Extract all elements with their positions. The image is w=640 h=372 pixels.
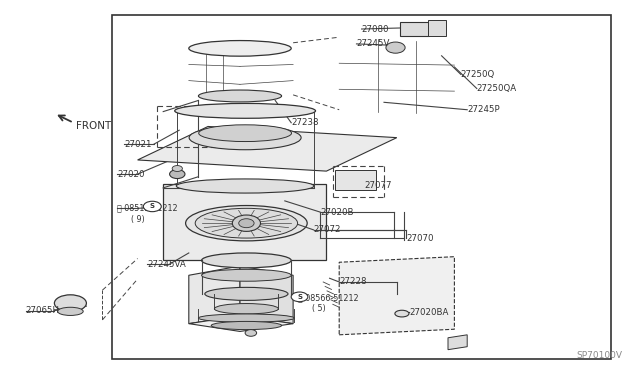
Text: 27077: 27077: [365, 181, 392, 190]
Text: 27021: 27021: [124, 140, 152, 149]
Circle shape: [172, 166, 182, 171]
FancyBboxPatch shape: [400, 22, 429, 36]
Bar: [112, 15, 611, 359]
Text: ( 5): ( 5): [312, 304, 325, 313]
Polygon shape: [138, 126, 397, 171]
Text: 27020B: 27020B: [320, 208, 353, 217]
Ellipse shape: [175, 103, 316, 118]
Ellipse shape: [58, 307, 83, 315]
Text: 27228: 27228: [339, 278, 367, 286]
Ellipse shape: [198, 314, 294, 322]
Circle shape: [143, 201, 161, 212]
Circle shape: [245, 330, 257, 336]
Ellipse shape: [202, 269, 291, 281]
Text: 27065H: 27065H: [26, 306, 60, 315]
Ellipse shape: [198, 125, 292, 142]
Ellipse shape: [189, 125, 301, 150]
Polygon shape: [189, 316, 293, 331]
Text: 27070: 27070: [406, 234, 434, 243]
Text: 27238: 27238: [291, 118, 319, 127]
Ellipse shape: [205, 287, 288, 301]
Circle shape: [291, 292, 308, 302]
Text: ( 9): ( 9): [131, 215, 145, 224]
Polygon shape: [448, 335, 467, 350]
Polygon shape: [240, 266, 293, 324]
Ellipse shape: [176, 179, 314, 193]
Polygon shape: [163, 184, 326, 260]
Circle shape: [239, 219, 254, 228]
Text: S: S: [297, 294, 302, 300]
Text: FRONT: FRONT: [76, 122, 111, 131]
Ellipse shape: [395, 310, 409, 317]
Text: 27020BA: 27020BA: [410, 308, 449, 317]
Text: 27072: 27072: [314, 225, 341, 234]
Ellipse shape: [186, 205, 307, 241]
Text: 27245P: 27245P: [467, 105, 500, 114]
Ellipse shape: [189, 41, 291, 56]
Text: 27020: 27020: [117, 170, 145, 179]
Ellipse shape: [198, 90, 282, 102]
Text: 27245V: 27245V: [356, 39, 390, 48]
Circle shape: [386, 42, 405, 53]
Circle shape: [232, 215, 260, 231]
Polygon shape: [339, 257, 454, 335]
Text: 27080: 27080: [362, 25, 389, 33]
FancyBboxPatch shape: [428, 20, 446, 36]
Text: 27250Q: 27250Q: [461, 70, 495, 79]
Ellipse shape: [54, 295, 86, 311]
Text: SP70100V: SP70100V: [576, 351, 622, 360]
Text: 27250QA: 27250QA: [477, 84, 517, 93]
FancyBboxPatch shape: [335, 170, 376, 190]
Ellipse shape: [211, 321, 282, 330]
Text: Ⓢ 08566-51212: Ⓢ 08566-51212: [298, 293, 358, 302]
Ellipse shape: [195, 208, 298, 238]
Circle shape: [170, 170, 185, 179]
Ellipse shape: [202, 253, 291, 268]
Text: S: S: [150, 203, 155, 209]
Polygon shape: [189, 266, 240, 324]
Text: 27245VA: 27245VA: [147, 260, 186, 269]
Text: Ⓢ 08513-51212: Ⓢ 08513-51212: [117, 204, 178, 213]
Ellipse shape: [214, 304, 278, 314]
